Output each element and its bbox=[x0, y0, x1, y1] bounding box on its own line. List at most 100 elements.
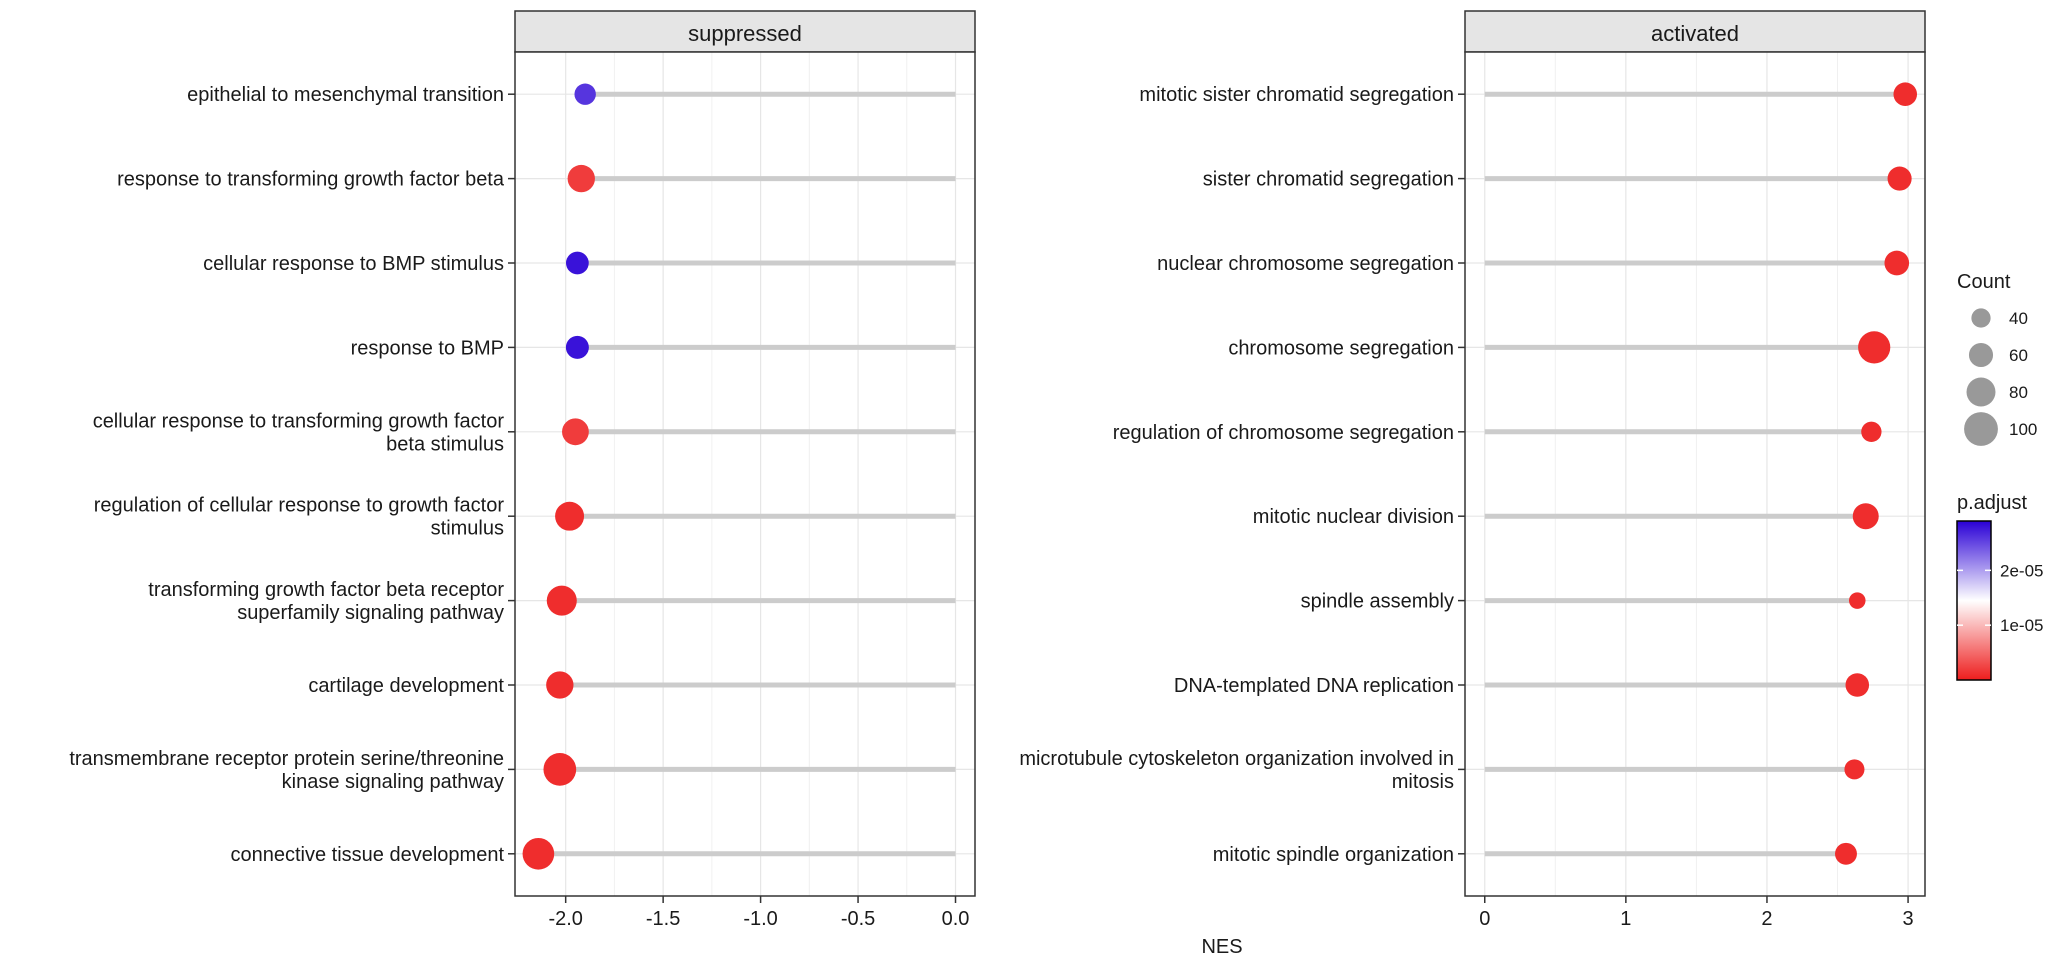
legend: Count 40 60 80 100 p.adjust 2e-05 1e-05 bbox=[1956, 271, 2043, 681]
y-axis-label: nuclear chromosome segregation bbox=[1157, 253, 1454, 275]
lollipop-point bbox=[546, 585, 577, 616]
y-axis-label-line: transmembrane receptor protein serine/th… bbox=[69, 748, 504, 770]
y-axis-label-line: cartilage development bbox=[308, 675, 504, 697]
lollipop-point bbox=[567, 164, 595, 193]
size-legend-label: 80 bbox=[2009, 383, 2028, 402]
y-axis-label: connective tissue development bbox=[231, 844, 505, 866]
lollipop-point bbox=[1893, 82, 1918, 106]
lollipop-point bbox=[522, 837, 555, 870]
lollipop-point bbox=[1835, 842, 1857, 865]
y-axis-label: transforming growth factor beta receptor… bbox=[148, 579, 504, 624]
y-axis-label: spindle assembly bbox=[1301, 591, 1454, 613]
size-legend-key bbox=[1964, 412, 1998, 446]
y-axis-label-line: stimulus bbox=[431, 518, 504, 540]
lollipop-point bbox=[1845, 673, 1870, 697]
color-legend-label: 2e-05 bbox=[2000, 561, 2043, 580]
y-axis-label-line: transforming growth factor beta receptor bbox=[148, 579, 504, 601]
lollipop-point bbox=[546, 671, 574, 699]
y-axis-label: regulation of chromosome segregation bbox=[1113, 422, 1454, 444]
panels: suppressed epithelial to mesenchymal tran… bbox=[69, 10, 1926, 930]
lollipop-point bbox=[1852, 503, 1879, 530]
panel-border bbox=[514, 51, 976, 897]
size-legend-key bbox=[1966, 377, 1996, 407]
x-axis-tick-label: 0.0 bbox=[942, 908, 970, 930]
lollipop-point bbox=[543, 753, 577, 786]
y-axis-label: microtubule cytoskeleton organization in… bbox=[1019, 748, 1454, 793]
y-axis-label: cellular response to BMP stimulus bbox=[203, 253, 504, 275]
y-axis-label: DNA-templated DNA replication bbox=[1174, 675, 1454, 697]
panel-activated: activated mitotic sister chromatid segreg… bbox=[1019, 10, 1926, 930]
y-axis-label-line: cellular response to transforming growth… bbox=[93, 410, 505, 432]
y-axis-label-line: regulation of chromosome segregation bbox=[1113, 422, 1454, 444]
y-axis-label-line: epithelial to mesenchymal transition bbox=[187, 84, 504, 106]
size-legend-label: 100 bbox=[2009, 420, 2037, 439]
size-legend-title: Count bbox=[1957, 271, 2011, 293]
y-axis-label: mitotic nuclear division bbox=[1253, 506, 1454, 528]
x-axis-tick-label: -0.5 bbox=[841, 908, 875, 930]
panel-suppressed: suppressed epithelial to mesenchymal tran… bbox=[69, 10, 976, 930]
lollipop-point bbox=[1887, 166, 1912, 191]
x-axis-tick-label: 2 bbox=[1761, 908, 1772, 930]
y-axis-label-line: chromosome segregation bbox=[1228, 337, 1454, 359]
size-legend-label: 40 bbox=[2009, 309, 2028, 328]
size-legend-label: 60 bbox=[2009, 346, 2028, 365]
y-axis-label: cartilage development bbox=[308, 675, 504, 697]
panel-strip-title: activated bbox=[1651, 21, 1739, 46]
lollipop-point bbox=[555, 501, 585, 531]
lollipop-point bbox=[1884, 250, 1910, 276]
y-axis-label: cellular response to transforming growth… bbox=[93, 410, 505, 455]
x-axis-tick-label: 1 bbox=[1620, 908, 1631, 930]
size-legend-key bbox=[1971, 308, 1991, 328]
size-legend-key bbox=[1968, 342, 1994, 368]
y-axis-label-line: regulation of cellular response to growt… bbox=[94, 495, 505, 517]
plot-background bbox=[515, 52, 975, 896]
color-legend-label: 1e-05 bbox=[2000, 616, 2043, 635]
lollipop-point bbox=[565, 335, 589, 359]
lollipop-point bbox=[1848, 592, 1866, 609]
y-axis-label-line: kinase signaling pathway bbox=[282, 771, 504, 793]
y-axis-label: mitotic spindle organization bbox=[1213, 844, 1454, 866]
color-legend-bar bbox=[1956, 520, 1992, 681]
lollipop-point bbox=[1858, 331, 1891, 364]
y-axis-label: sister chromatid segregation bbox=[1203, 169, 1454, 191]
y-axis-label-line: connective tissue development bbox=[231, 844, 505, 866]
x-axis-tick-label: 0 bbox=[1479, 908, 1490, 930]
y-axis-label: epithelial to mesenchymal transition bbox=[187, 84, 504, 106]
y-axis-label: regulation of cellular response to growt… bbox=[94, 495, 505, 540]
y-axis-label-line: mitotic nuclear division bbox=[1253, 506, 1454, 528]
x-axis-tick-label: 3 bbox=[1903, 908, 1914, 930]
y-axis-label: response to transforming growth factor b… bbox=[117, 169, 505, 191]
y-axis-label: mitotic sister chromatid segregation bbox=[1139, 84, 1454, 106]
y-axis-label-line: DNA-templated DNA replication bbox=[1174, 675, 1454, 697]
y-axis-label-line: microtubule cytoskeleton organization in… bbox=[1019, 748, 1454, 770]
plot-background bbox=[1465, 52, 1925, 896]
y-axis-label-line: cellular response to BMP stimulus bbox=[203, 253, 504, 275]
y-axis-label: response to BMP bbox=[351, 337, 504, 359]
panel-strip-title: suppressed bbox=[688, 21, 802, 46]
panel-strip bbox=[514, 10, 976, 53]
x-axis-tick-label: -1.0 bbox=[743, 908, 777, 930]
y-axis-label-line: response to BMP bbox=[351, 337, 504, 359]
y-axis-label-line: sister chromatid segregation bbox=[1203, 169, 1454, 191]
y-axis-label-line: beta stimulus bbox=[386, 433, 504, 455]
lollipop-point bbox=[562, 418, 589, 446]
panel-border bbox=[1464, 51, 1926, 897]
y-axis-label: transmembrane receptor protein serine/th… bbox=[69, 748, 504, 793]
lollipop-point bbox=[1861, 421, 1882, 442]
y-axis-label-line: superfamily signaling pathway bbox=[237, 602, 504, 624]
y-axis-label-line: mitotic spindle organization bbox=[1213, 844, 1454, 866]
panel-strip bbox=[1464, 10, 1926, 53]
y-axis-label-line: nuclear chromosome segregation bbox=[1157, 253, 1454, 275]
y-axis-label-line: response to transforming growth factor b… bbox=[117, 169, 505, 191]
y-axis-label: chromosome segregation bbox=[1228, 337, 1454, 359]
y-axis-label-line: mitotic sister chromatid segregation bbox=[1139, 84, 1454, 106]
y-axis-label-line: spindle assembly bbox=[1301, 591, 1454, 613]
lollipop-point bbox=[1844, 759, 1865, 780]
x-axis-tick-label: -2.0 bbox=[548, 908, 582, 930]
lollipop-point bbox=[565, 251, 589, 275]
color-legend-title: p.adjust bbox=[1957, 492, 2027, 514]
lollipop-point bbox=[574, 83, 596, 105]
x-axis-tick-label: -1.5 bbox=[646, 908, 680, 930]
x-axis-title: NES bbox=[1201, 936, 1242, 958]
